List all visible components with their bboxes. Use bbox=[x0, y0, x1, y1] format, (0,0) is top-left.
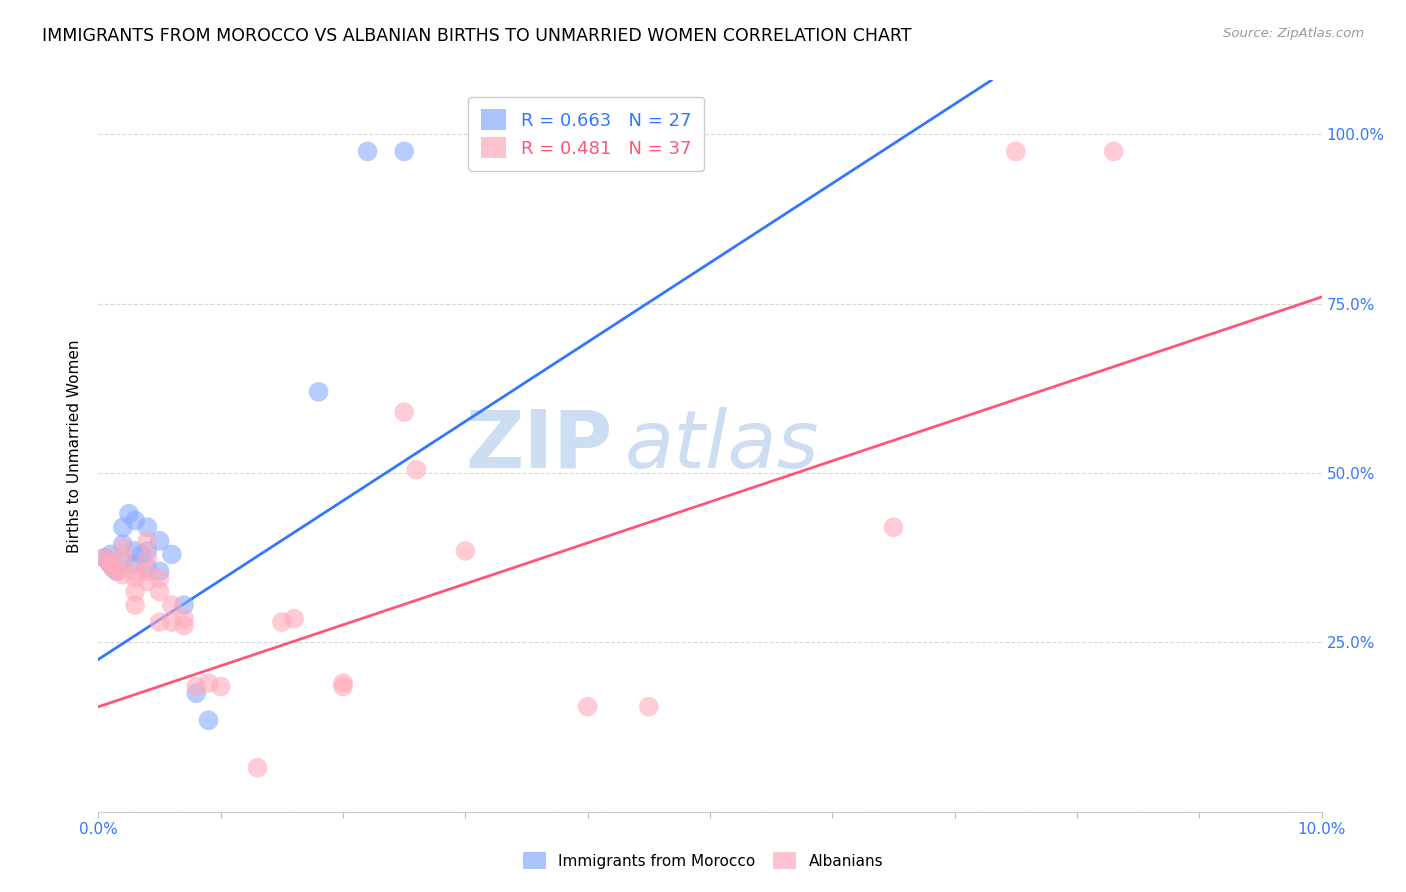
Point bbox=[197, 676, 219, 690]
Point bbox=[136, 561, 159, 575]
Point bbox=[883, 520, 905, 534]
Point bbox=[93, 550, 115, 565]
Y-axis label: Births to Unmarried Women: Births to Unmarried Women bbox=[67, 339, 83, 553]
Point bbox=[136, 533, 159, 548]
Point bbox=[111, 520, 134, 534]
Point bbox=[97, 554, 120, 568]
Point bbox=[283, 612, 305, 626]
Point bbox=[209, 680, 232, 694]
Point bbox=[186, 680, 208, 694]
Point bbox=[637, 699, 661, 714]
Point bbox=[105, 564, 128, 578]
Point bbox=[613, 145, 636, 159]
Point bbox=[101, 561, 124, 575]
Point bbox=[100, 547, 122, 561]
Point bbox=[626, 145, 648, 159]
Point bbox=[149, 615, 172, 629]
Point bbox=[136, 520, 159, 534]
Point bbox=[173, 618, 195, 632]
Point bbox=[332, 676, 354, 690]
Point bbox=[576, 699, 599, 714]
Point bbox=[105, 564, 128, 578]
Point bbox=[356, 145, 378, 159]
Point bbox=[392, 145, 416, 159]
Point bbox=[405, 463, 427, 477]
Legend: R = 0.663   N = 27, R = 0.481   N = 37: R = 0.663 N = 27, R = 0.481 N = 37 bbox=[468, 96, 704, 171]
Legend: Immigrants from Morocco, Albanians: Immigrants from Morocco, Albanians bbox=[516, 846, 890, 875]
Point bbox=[392, 405, 416, 419]
Point bbox=[186, 686, 208, 700]
Point bbox=[124, 584, 146, 599]
Point bbox=[136, 550, 159, 565]
Point bbox=[1102, 145, 1125, 159]
Point bbox=[111, 537, 134, 551]
Text: ZIP: ZIP bbox=[465, 407, 612, 485]
Point bbox=[136, 574, 159, 589]
Point bbox=[149, 571, 172, 585]
Point bbox=[149, 584, 172, 599]
Point bbox=[149, 533, 172, 548]
Point bbox=[97, 554, 120, 568]
Point bbox=[173, 612, 195, 626]
Point bbox=[332, 680, 354, 694]
Text: Source: ZipAtlas.com: Source: ZipAtlas.com bbox=[1223, 27, 1364, 40]
Point bbox=[100, 558, 122, 572]
Point bbox=[149, 564, 172, 578]
Point bbox=[308, 384, 330, 399]
Point bbox=[160, 615, 183, 629]
Point bbox=[100, 558, 122, 572]
Point bbox=[246, 761, 269, 775]
Point bbox=[197, 714, 219, 728]
Point bbox=[93, 550, 115, 565]
Text: IMMIGRANTS FROM MOROCCO VS ALBANIAN BIRTHS TO UNMARRIED WOMEN CORRELATION CHART: IMMIGRANTS FROM MOROCCO VS ALBANIAN BIRT… bbox=[42, 27, 911, 45]
Point bbox=[111, 567, 134, 582]
Point bbox=[124, 598, 146, 612]
Point bbox=[129, 547, 152, 561]
Point bbox=[118, 507, 141, 521]
Point bbox=[124, 564, 146, 578]
Point bbox=[124, 558, 146, 572]
Point bbox=[111, 554, 134, 568]
Point bbox=[111, 541, 134, 555]
Point bbox=[454, 544, 477, 558]
Point bbox=[136, 544, 159, 558]
Point bbox=[124, 571, 146, 585]
Point bbox=[136, 564, 159, 578]
Point bbox=[160, 598, 183, 612]
Point bbox=[124, 514, 146, 528]
Point bbox=[124, 544, 146, 558]
Point bbox=[1004, 145, 1026, 159]
Point bbox=[101, 561, 124, 575]
Point bbox=[160, 547, 183, 561]
Point bbox=[173, 598, 195, 612]
Point bbox=[111, 550, 134, 565]
Text: atlas: atlas bbox=[624, 407, 820, 485]
Point bbox=[270, 615, 292, 629]
